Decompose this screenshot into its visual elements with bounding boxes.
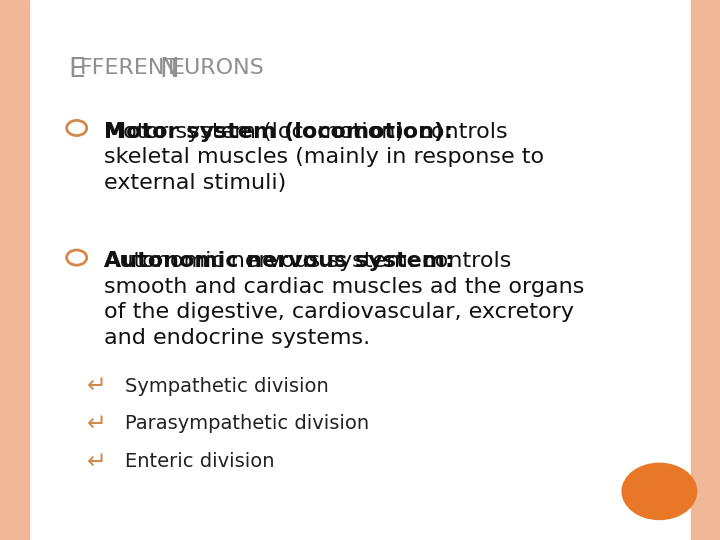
Text: ↵: ↵ — [87, 450, 107, 474]
Text: Autonomic nervous system: controls
smooth and cardiac muscles ad the organs
of t: Autonomic nervous system: controls smoot… — [104, 251, 585, 348]
Text: E: E — [68, 57, 85, 83]
Text: Motor system (locomotion):: Motor system (locomotion): — [104, 122, 453, 141]
Text: ↵: ↵ — [87, 374, 107, 398]
Text: Enteric division: Enteric division — [125, 452, 275, 471]
Text: Parasympathetic division: Parasympathetic division — [125, 414, 369, 434]
Circle shape — [622, 463, 697, 519]
Text: Autonomic nervous system:: Autonomic nervous system: — [104, 251, 454, 271]
Text: Motor system (locomotion): controls
skeletal muscles (mainly in response to
exte: Motor system (locomotion): controls skel… — [104, 122, 544, 193]
Text: N: N — [159, 57, 179, 83]
Text: ↵: ↵ — [87, 412, 107, 436]
Text: EURONS: EURONS — [171, 58, 265, 78]
Text: FFERENT: FFERENT — [80, 58, 179, 78]
Text: Sympathetic division: Sympathetic division — [125, 376, 329, 396]
